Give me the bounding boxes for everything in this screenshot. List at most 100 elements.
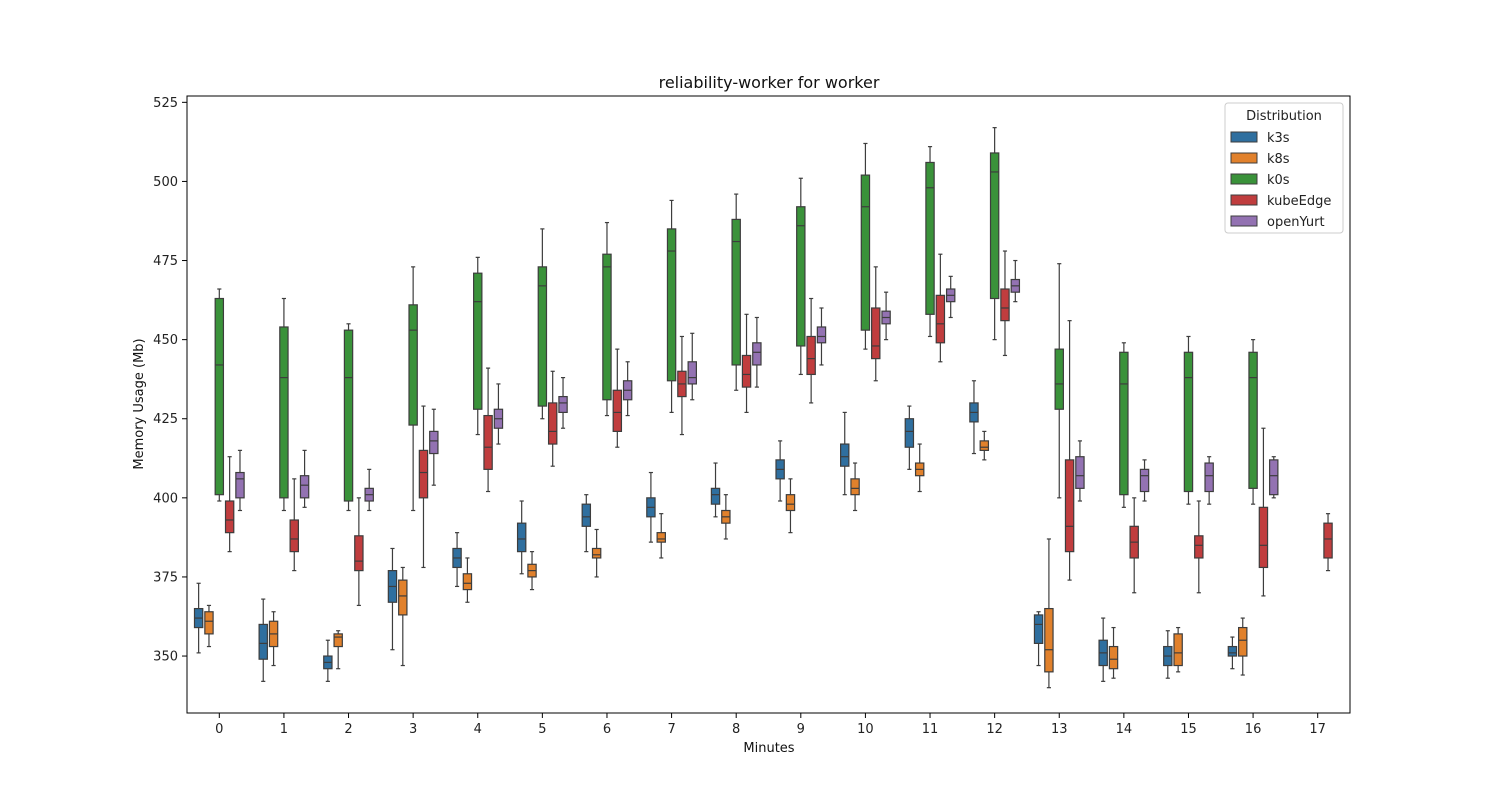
box-iqr [1183,351,1194,493]
box-k8s-5 [527,551,537,591]
box-iqr [429,430,439,455]
box-iqr [558,395,568,414]
box-k0s-6 [602,221,612,417]
box-k8s-14 [1108,626,1119,679]
legend-swatch [1230,194,1258,206]
box-k0s-1 [279,297,289,512]
y-tick-label: 375 [153,570,178,585]
box-iqr [731,218,741,366]
box-openYurt-14 [1139,459,1150,502]
series-k8s [204,430,1248,689]
x-tick-label: 1 [280,722,288,737]
box-k8s-12 [979,430,990,461]
box-iqr [840,443,850,467]
x-tick-label: 0 [215,722,223,737]
box-k0s-4 [473,256,483,436]
legend-item-kubeEdge: kubeEdge [1230,194,1331,209]
box-iqr [602,253,612,401]
y-tick-label: 525 [153,96,178,111]
x-tick-label: 3 [409,722,417,737]
box-k3s-14 [1098,617,1108,682]
box-kubeEdge-6 [612,348,623,448]
box-k3s-2 [323,639,333,682]
box-kubeEdge-14 [1129,497,1139,594]
box-iqr [1173,633,1183,667]
box-iqr [1000,288,1010,322]
box-iqr [796,206,806,347]
box-k3s-8 [710,462,721,518]
box-iqr [418,449,429,499]
box-iqr [343,329,354,502]
box-k0s-15 [1183,335,1194,505]
box-kubeEdge-1 [289,478,299,572]
box-iqr [1119,351,1129,496]
box-k8s-2 [333,630,343,670]
box-iqr [1064,459,1075,553]
box-openYurt-5 [558,377,568,429]
legend-label: k3s [1267,131,1290,146]
box-iqr [258,623,268,660]
x-tick-label: 17 [1309,722,1326,737]
box-iqr [299,475,310,499]
box-iqr [860,174,871,331]
box-k3s-11 [904,405,915,470]
box-iqr [462,573,473,591]
y-axis: 350 375 400 425 450 475 500 525 [153,96,187,665]
box-k0s-3 [408,266,418,512]
legend-swatch [1230,173,1258,185]
box-iqr [1033,614,1044,644]
box-k0s-5 [537,228,548,420]
box-kubeEdge-0 [224,456,235,553]
box-openYurt-6 [622,361,633,417]
series-k3s [193,380,1238,682]
legend-label: k0s [1267,173,1290,188]
box-k0s-16 [1248,339,1258,505]
box-iqr [1269,459,1279,496]
box-k3s-6 [581,494,592,553]
box-k0s-11 [925,146,935,338]
box-k3s-1 [258,598,268,682]
legend-swatch [1230,131,1258,143]
x-tick-label: 16 [1245,722,1262,737]
x-tick-label: 8 [732,722,740,737]
box-iqr [547,402,558,445]
y-tick-label: 500 [153,175,178,190]
x-tick-label: 11 [922,722,939,737]
y-tick-label: 400 [153,491,178,506]
box-iqr [741,354,752,388]
box-iqr [871,307,881,360]
box-k3s-10 [840,411,850,496]
box-kubeEdge-7 [677,335,687,436]
box-kubeEdge-15 [1194,500,1204,594]
box-iqr [1204,462,1214,493]
legend-swatch [1230,215,1258,227]
box-k3s-3 [387,547,398,651]
box-kubeEdge-12 [1000,250,1010,357]
box-iqr [1044,607,1054,673]
box-iqr [935,294,946,344]
box-iqr [816,326,827,344]
plot-frame [186,95,1351,714]
box-iqr [235,471,245,499]
box-k0s-7 [666,199,677,414]
box-iqr [925,161,935,315]
legend: Distribution k3s k8s k0s kubeEdge openYurt [1224,102,1344,234]
x-tick-label: 9 [797,722,805,737]
box-iqr [516,522,527,553]
box-iqr [1238,626,1248,657]
x-tick-label: 5 [538,722,546,737]
y-tick-label: 450 [153,333,178,348]
box-iqr [612,389,623,432]
box-k8s-10 [850,462,860,512]
legend-label: k8s [1267,152,1290,167]
box-k8s-15 [1173,626,1183,673]
series-kubeEdge [224,250,1333,607]
series-openYurt [235,259,1279,512]
x-tick-label: 6 [603,722,611,737]
box-kubeEdge-4 [483,367,493,493]
box-iqr [666,228,677,382]
box-iqr [591,547,602,559]
box-openYurt-15 [1204,456,1214,505]
legend-item-k8s: k8s [1230,152,1290,167]
